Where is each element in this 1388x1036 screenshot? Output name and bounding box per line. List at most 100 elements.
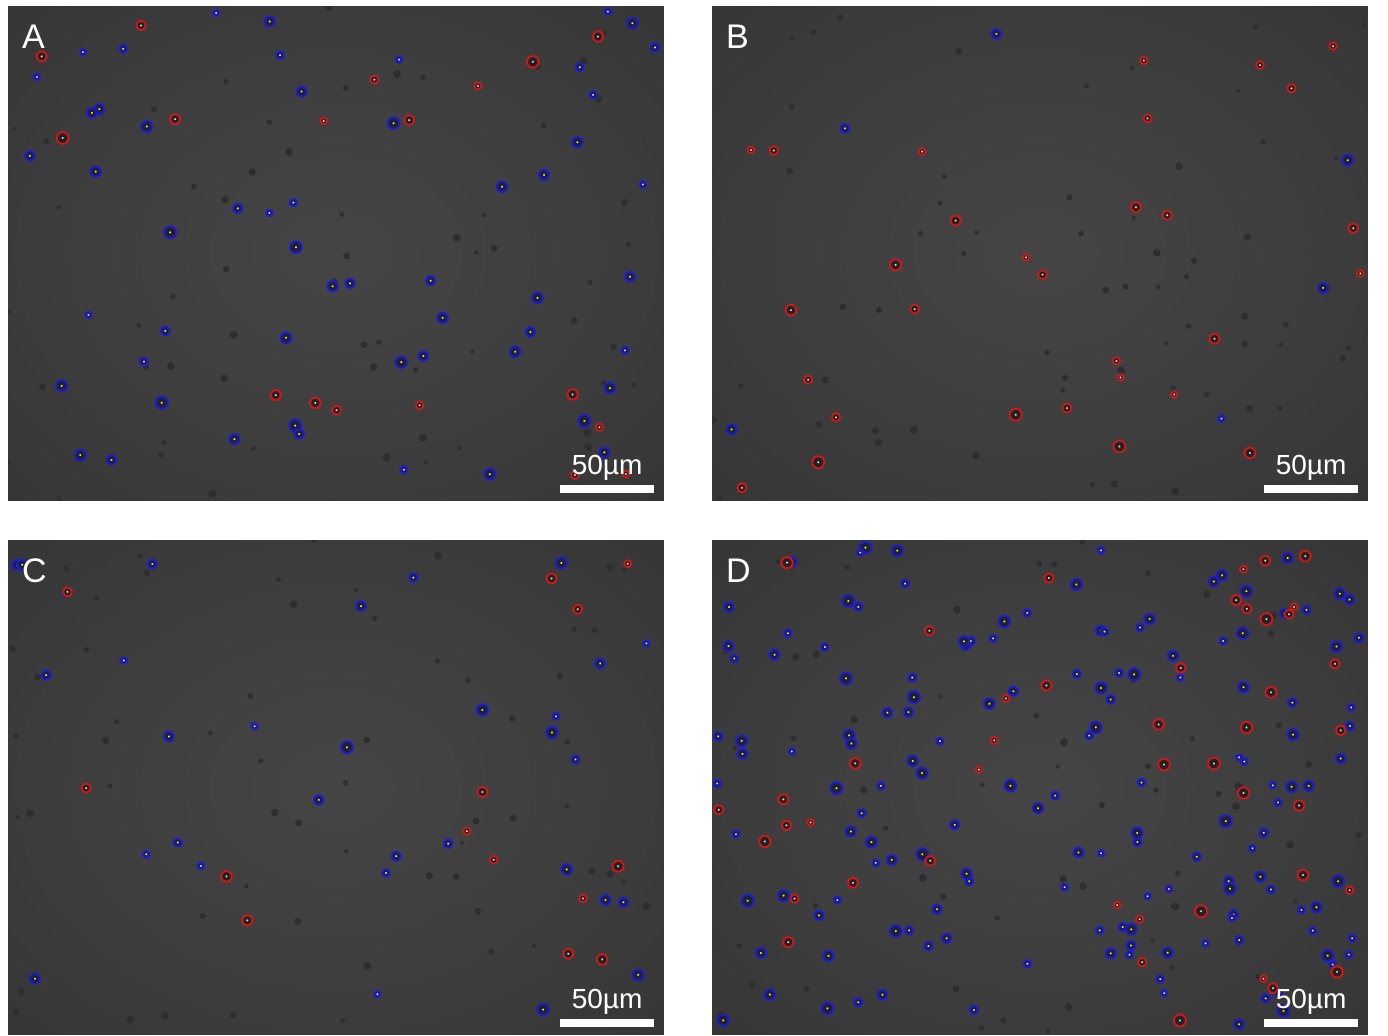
debris-speck <box>1059 875 1067 883</box>
debris-speck <box>83 646 90 653</box>
debris-speck <box>360 341 368 349</box>
cell-highlight <box>418 404 421 407</box>
cell-highlight <box>599 662 602 665</box>
cell-highlight <box>908 929 911 932</box>
cell-highlight <box>274 394 277 397</box>
cell-highlight <box>560 561 563 564</box>
cell-highlight <box>921 772 924 775</box>
debris-speck <box>223 78 229 85</box>
cell-highlight <box>1346 159 1349 162</box>
cell-highlight <box>938 740 941 743</box>
cell-highlight <box>1130 928 1133 931</box>
cell-highlight <box>1339 729 1342 732</box>
debris-speck <box>918 873 927 882</box>
debris-speck <box>1190 736 1195 741</box>
cell-highlight <box>874 861 877 864</box>
debris-speck <box>620 198 628 206</box>
debris-speck <box>874 438 882 447</box>
debris-speck <box>363 736 370 744</box>
debris-speck <box>208 489 217 498</box>
cell-highlight <box>233 438 236 441</box>
cell-highlight <box>501 185 504 188</box>
debris-speck <box>1102 286 1110 294</box>
debris-speck <box>1260 139 1266 145</box>
debris-speck <box>1203 590 1211 599</box>
cell-highlight <box>1140 781 1143 784</box>
debris-speck <box>464 677 471 684</box>
cell-highlight <box>1348 598 1351 601</box>
cell-highlight <box>1221 574 1224 577</box>
cell-highlight <box>907 711 910 714</box>
debris-speck <box>251 446 256 451</box>
debris-speck <box>1122 284 1129 290</box>
debris-speck <box>1153 787 1159 793</box>
debris-speck <box>1153 249 1161 257</box>
debris-speck <box>158 451 164 458</box>
cell-highlight <box>1204 942 1207 945</box>
debris-speck <box>419 74 426 81</box>
debris-speck <box>622 566 628 572</box>
cell-highlight <box>1338 592 1341 595</box>
cell-highlight <box>809 821 812 824</box>
debris-speck <box>1243 233 1251 241</box>
cell-highlight <box>34 977 37 980</box>
cell-highlight <box>66 590 69 593</box>
cell-highlight <box>1047 576 1050 579</box>
cell-highlight <box>763 840 766 843</box>
debris-speck <box>363 962 372 970</box>
cell-highlight <box>145 853 148 856</box>
cell-highlight <box>993 739 996 742</box>
cell-highlight <box>268 211 271 214</box>
cell-highlight <box>953 823 956 826</box>
cell-highlight <box>921 150 924 153</box>
cell-highlight <box>1242 791 1245 794</box>
cell-highlight <box>294 246 297 249</box>
debris-speck <box>339 212 345 218</box>
cell-highlight <box>1262 831 1265 834</box>
cell-highlight <box>807 378 810 381</box>
debris-speck <box>325 6 333 12</box>
cell-highlight <box>581 897 584 900</box>
cell-highlight <box>140 24 143 27</box>
scale-bar-label: 50µm <box>571 983 643 1014</box>
cell-highlight <box>392 122 395 125</box>
debris-speck <box>371 615 378 622</box>
cell-highlight <box>61 137 64 140</box>
cell-highlight <box>965 872 968 875</box>
debris-speck <box>191 183 197 190</box>
debris-speck <box>481 212 487 218</box>
cell-highlight <box>429 279 432 282</box>
cell-highlight <box>1238 756 1241 759</box>
cell-highlight <box>1243 760 1246 763</box>
cell-highlight <box>1103 630 1106 633</box>
debris-speck <box>107 783 113 789</box>
cell-highlight <box>734 833 737 836</box>
cell-highlight <box>921 853 924 856</box>
cell-highlight <box>40 55 43 58</box>
cell-highlight <box>1332 45 1335 48</box>
cell-highlight <box>929 859 932 862</box>
cell-highlight <box>481 790 484 793</box>
cell-highlight <box>246 919 249 922</box>
cell-highlight <box>1298 804 1301 807</box>
cell-highlight <box>864 546 867 549</box>
cell-highlight <box>759 951 762 954</box>
debris-speck <box>18 988 25 996</box>
debris-speck <box>941 174 947 179</box>
cell-highlight <box>768 993 771 996</box>
debris-speck <box>1345 345 1352 351</box>
cell-highlight <box>727 645 730 648</box>
cell-highlight <box>529 330 532 333</box>
debris-speck <box>1129 65 1134 71</box>
cell-highlight <box>122 47 125 50</box>
debris-speck <box>1333 155 1338 160</box>
cell-highlight <box>441 316 444 319</box>
cell-highlight <box>1041 273 1044 276</box>
scale-bar: 50µm <box>1264 985 1358 1027</box>
cell-highlight <box>1136 832 1139 835</box>
debris-speck <box>63 565 70 572</box>
cell-highlight <box>1337 880 1340 883</box>
cell-highlight <box>1118 445 1121 448</box>
debris-speck <box>1033 712 1040 719</box>
cell-highlight <box>1014 413 1017 416</box>
